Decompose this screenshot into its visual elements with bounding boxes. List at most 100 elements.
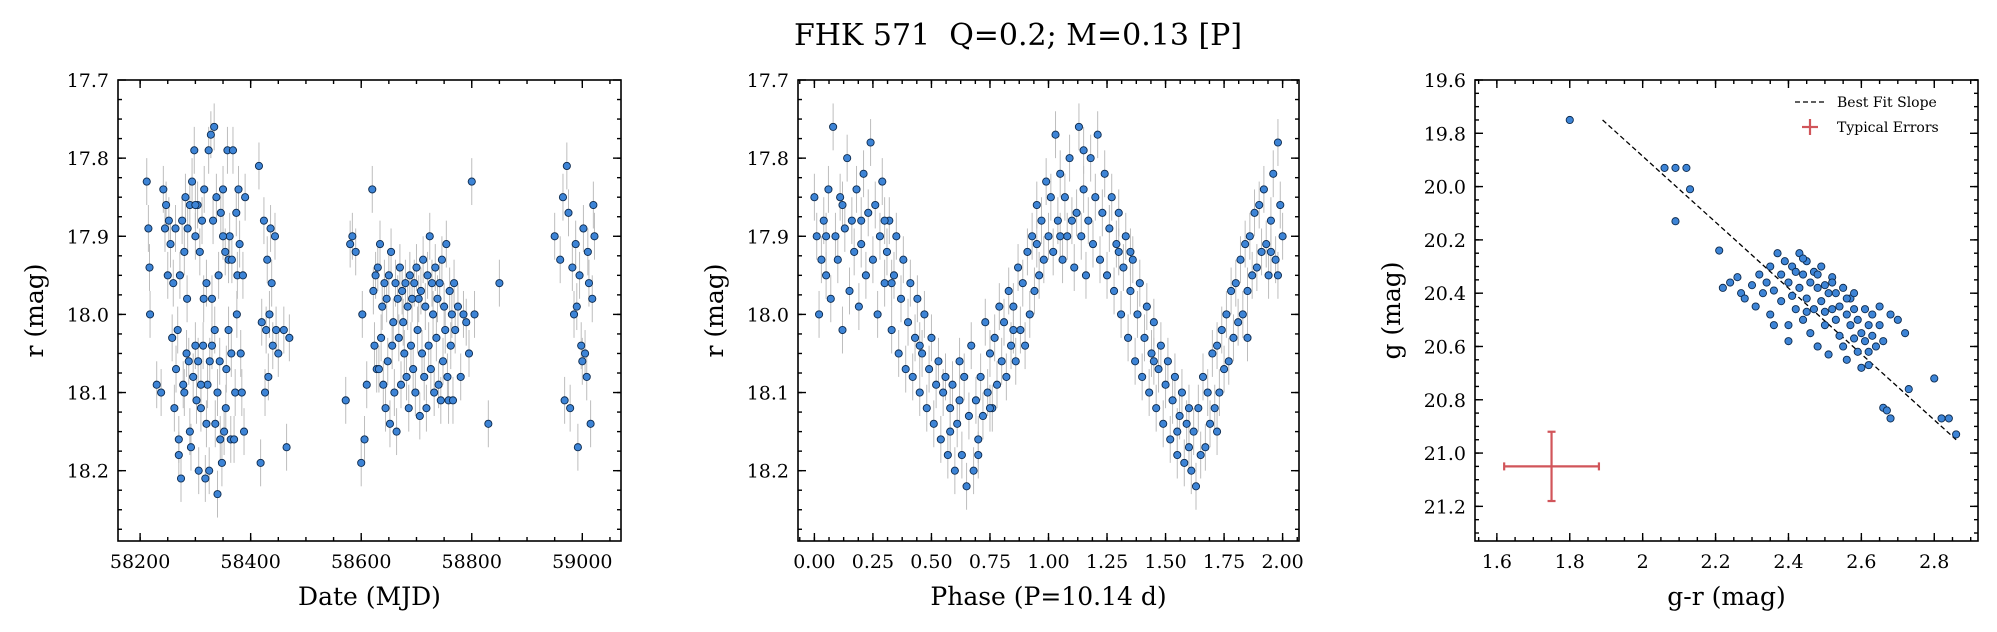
data-point [183, 294, 192, 303]
data-point [999, 318, 1009, 327]
data-point [1266, 216, 1275, 225]
data-point [205, 357, 214, 366]
data-point [445, 286, 454, 296]
data-point [1846, 321, 1855, 330]
data-point [234, 185, 243, 194]
data-point [1565, 115, 1574, 125]
data-point [1784, 278, 1793, 287]
data-point [568, 263, 577, 272]
legend: Best Fit Slope Typical Errors [1795, 95, 1939, 136]
data-point [426, 365, 435, 374]
data-point [264, 372, 273, 381]
data-point [1795, 283, 1804, 292]
data-point [1065, 154, 1074, 163]
data-point [878, 177, 887, 186]
data-point [1035, 271, 1044, 280]
data-point [232, 310, 241, 319]
data-point [974, 435, 983, 444]
data-point [922, 404, 931, 413]
data-point [401, 279, 410, 288]
data-point [206, 130, 215, 139]
data-point [1023, 247, 1032, 256]
data-point [270, 232, 280, 241]
data-point [946, 404, 955, 413]
data-point [990, 333, 999, 342]
data-point [831, 232, 840, 241]
data-point [1084, 216, 1093, 225]
data-point [1119, 263, 1128, 272]
data-point [432, 333, 441, 342]
data-point [215, 357, 224, 366]
y-tick-label: 18.1 [747, 383, 789, 405]
data-point [238, 271, 247, 280]
data-point [346, 240, 355, 249]
data-point [936, 435, 945, 444]
data-point [1857, 329, 1866, 338]
data-point [948, 380, 957, 389]
data-point [435, 279, 444, 288]
data-point [983, 388, 992, 397]
data-point [1273, 271, 1282, 280]
data-point [437, 255, 446, 264]
data-point [213, 490, 222, 499]
data-point [414, 294, 423, 303]
data-point [434, 380, 443, 389]
data-point [1798, 315, 1808, 324]
data-point [218, 185, 228, 194]
data-point [362, 380, 371, 389]
data-point [1018, 279, 1027, 288]
data-point [409, 365, 418, 374]
data-point [145, 263, 154, 272]
data-point [1135, 279, 1144, 288]
x-tick-label: 1.8 [1555, 551, 1585, 573]
data-point [179, 380, 188, 389]
data-point [237, 388, 246, 397]
data-point [348, 232, 357, 241]
data-point [1217, 325, 1226, 335]
data-point [1196, 451, 1205, 460]
data-point [1194, 404, 1203, 413]
y-tick-label: 21.0 [1424, 443, 1466, 465]
data-point [379, 380, 388, 389]
x-tick-label: 58600 [331, 551, 391, 573]
data-point [1112, 240, 1121, 249]
data-point [406, 341, 416, 350]
data-point [467, 177, 476, 186]
figure-title: FHK 571 Q=0.2; M=0.13 [P] [794, 18, 1242, 53]
data-point [259, 216, 268, 225]
data-point [908, 372, 917, 381]
data-point [964, 411, 973, 421]
data-point [1138, 372, 1147, 381]
data-point [575, 271, 584, 280]
data-point [389, 318, 398, 327]
data-point [1203, 388, 1212, 397]
data-point [850, 247, 859, 256]
x-tick-label: 2.2 [1700, 551, 1730, 573]
data-point [203, 380, 212, 389]
data-point [864, 208, 873, 217]
data-point [1842, 310, 1851, 319]
data-point [1182, 419, 1191, 428]
data-point [1175, 411, 1184, 421]
data-point [388, 341, 397, 350]
data-point [1264, 271, 1273, 280]
data-point [393, 294, 402, 303]
y-tick-label: 17.8 [747, 148, 789, 170]
data-point [838, 325, 847, 335]
data-point [207, 294, 217, 303]
data-point [425, 232, 434, 241]
data-point [1032, 200, 1041, 210]
data-point [396, 380, 406, 389]
data-point [1802, 307, 1811, 316]
data-point [419, 255, 428, 264]
data-point [371, 271, 380, 280]
data-point [1868, 310, 1877, 319]
data-point [433, 294, 442, 303]
data-point [415, 411, 424, 421]
data-point [422, 404, 431, 413]
data-point [1266, 247, 1275, 256]
data-point [588, 294, 597, 303]
data-point [197, 216, 207, 225]
x-tick-label: 1.25 [1086, 551, 1128, 573]
data-point [1806, 329, 1815, 338]
